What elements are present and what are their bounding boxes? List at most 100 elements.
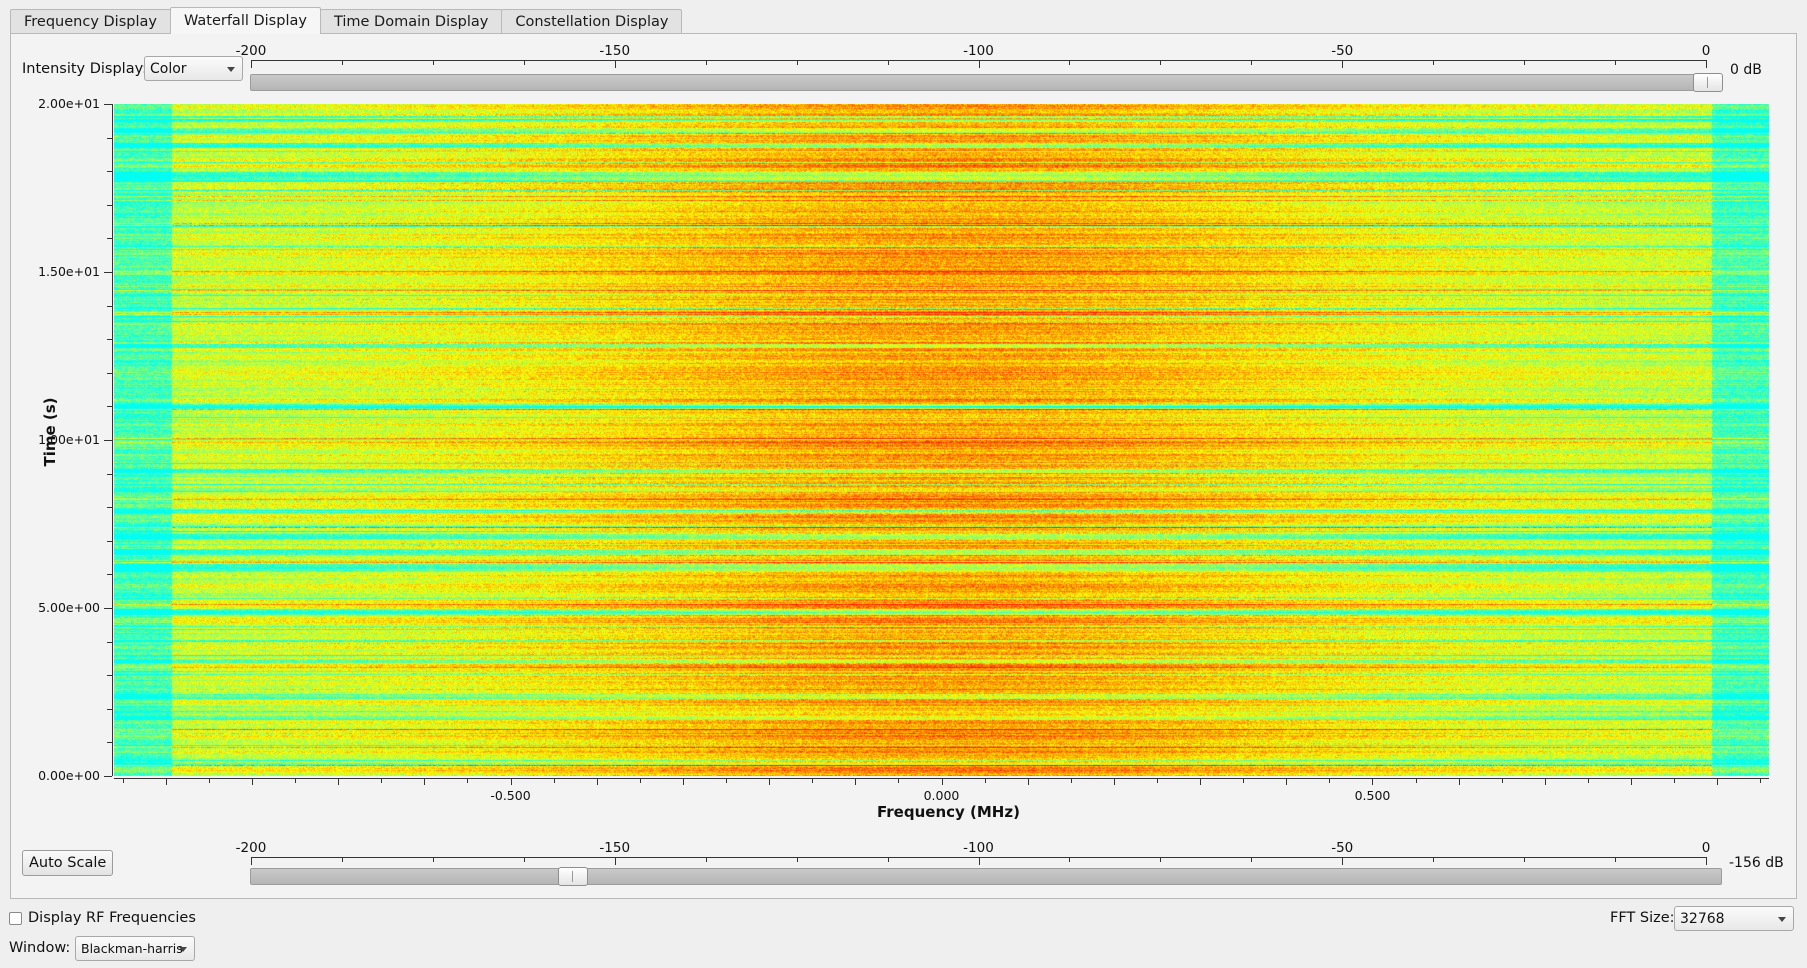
scale-tick-label: -50 xyxy=(1331,43,1354,59)
scale-minor-tick xyxy=(1615,60,1617,65)
scale-minor-tick xyxy=(1433,60,1435,65)
top-slider-handle[interactable] xyxy=(1693,73,1723,92)
intensity-display-value: Color xyxy=(150,60,187,77)
tab-bar: Frequency Display Waterfall Display Time… xyxy=(10,7,683,34)
scale-minor-tick xyxy=(1069,857,1071,862)
scale-major-tick xyxy=(1706,857,1707,865)
intensity-display-select[interactable]: Color xyxy=(144,56,243,81)
y-minor-tick xyxy=(107,473,112,475)
scale-major-tick xyxy=(614,60,616,68)
x-minor-tick xyxy=(812,779,814,783)
scale-tick-label: -50 xyxy=(1331,840,1354,856)
tab-waterfall-display[interactable]: Waterfall Display xyxy=(169,7,321,34)
y-minor-tick xyxy=(107,641,112,643)
scale-minor-tick xyxy=(523,857,525,862)
y-axis-line xyxy=(112,104,113,776)
x-major-tick xyxy=(1717,779,1719,785)
y-major-tick xyxy=(104,776,112,777)
x-minor-tick xyxy=(1501,779,1503,783)
auto-scale-button[interactable]: Auto Scale xyxy=(22,850,114,876)
y-tick-label: 0.00e+00 xyxy=(38,768,100,783)
y-minor-tick xyxy=(107,339,112,341)
x-minor-tick xyxy=(1587,779,1589,783)
scale-tick-label: -200 xyxy=(235,840,267,856)
x-major-tick xyxy=(941,779,943,785)
x-tick-label: 0.000 xyxy=(923,788,960,803)
x-major-tick xyxy=(1544,779,1546,785)
bottom-intensity-slider[interactable] xyxy=(250,867,1722,886)
y-minor-tick xyxy=(107,137,112,139)
scale-minor-tick xyxy=(705,60,707,65)
x-minor-tick xyxy=(639,779,641,783)
x-axis-title: Frequency (MHz) xyxy=(877,803,1020,821)
bottom-slider-handle[interactable] xyxy=(558,867,589,886)
scale-minor-tick xyxy=(705,857,707,862)
waterfall-heatmap xyxy=(114,104,1769,776)
scale-minor-tick xyxy=(1160,60,1162,65)
x-major-tick xyxy=(1631,779,1633,785)
y-minor-tick xyxy=(107,574,112,576)
scale-minor-tick xyxy=(341,857,343,862)
x-tick-label: 0.500 xyxy=(1354,788,1391,803)
y-minor-tick xyxy=(107,742,112,744)
y-tick-label: 5.00e+00 xyxy=(38,600,100,615)
x-major-tick xyxy=(338,779,340,785)
scale-major-tick xyxy=(614,857,616,865)
x-major-tick xyxy=(855,779,857,785)
x-major-tick xyxy=(769,779,771,785)
top-intensity-slider[interactable] xyxy=(250,73,1723,92)
scale-tick-label: 0 xyxy=(1701,840,1711,856)
fft-size-label: FFT Size: xyxy=(1610,910,1675,926)
y-tick-label: 1.00e+01 xyxy=(38,432,100,447)
x-minor-tick xyxy=(1674,779,1676,783)
y-minor-tick xyxy=(107,305,112,307)
scale-major-tick xyxy=(1342,60,1344,68)
scale-minor-tick xyxy=(1069,60,1071,65)
x-major-tick xyxy=(1286,779,1288,785)
x-major-tick xyxy=(1200,779,1202,785)
window-value: Blackman-harris xyxy=(81,941,183,956)
y-major-tick xyxy=(104,440,112,441)
chevron-down-icon xyxy=(227,67,235,72)
scale-minor-tick xyxy=(1615,857,1617,862)
y-minor-tick xyxy=(107,406,112,408)
scale-minor-tick xyxy=(1524,60,1526,65)
x-major-tick xyxy=(1027,779,1029,785)
scale-tick-label: -150 xyxy=(599,840,631,856)
scale-tick-label: -150 xyxy=(599,43,631,59)
x-minor-tick xyxy=(1070,779,1072,783)
top-intensity-scale: -200 -150 -100 -50 0 xyxy=(236,43,1710,84)
tab-frequency-display[interactable]: Frequency Display xyxy=(10,9,171,34)
scale-tick-label: -100 xyxy=(963,840,994,856)
display-rf-checkbox[interactable] xyxy=(9,912,22,925)
y-minor-tick xyxy=(107,540,112,542)
scale-minor-tick xyxy=(523,60,525,65)
y-minor-tick xyxy=(107,708,112,710)
tab-time-domain-display[interactable]: Time Domain Display xyxy=(319,9,503,34)
scale-minor-tick xyxy=(1251,857,1253,862)
x-minor-tick xyxy=(898,779,900,783)
y-minor-tick xyxy=(107,171,112,173)
x-minor-tick xyxy=(553,779,555,783)
y-minor-tick xyxy=(107,507,112,509)
y-major-tick xyxy=(104,272,112,273)
scale-major-tick xyxy=(1342,857,1344,865)
x-minor-tick xyxy=(1243,779,1245,783)
x-minor-tick xyxy=(1415,779,1417,783)
tab-constellation-display[interactable]: Constellation Display xyxy=(501,9,683,34)
x-major-tick xyxy=(1113,779,1115,785)
scale-major-tick xyxy=(251,857,252,865)
scale-tick-label: -200 xyxy=(235,43,267,59)
x-major-tick xyxy=(251,779,253,785)
x-major-tick xyxy=(1458,779,1460,785)
x-minor-tick xyxy=(467,779,469,783)
waterfall-plot[interactable] xyxy=(114,104,1769,776)
x-minor-tick xyxy=(208,779,210,783)
x-minor-tick xyxy=(984,779,986,783)
x-minor-tick xyxy=(122,779,124,783)
y-major-tick xyxy=(104,608,112,609)
window-select[interactable]: Blackman-harris xyxy=(75,936,195,961)
top-db-readout: 0 dB xyxy=(1730,62,1762,78)
x-minor-tick xyxy=(726,779,727,783)
fft-size-select[interactable]: 32768 xyxy=(1674,906,1794,931)
